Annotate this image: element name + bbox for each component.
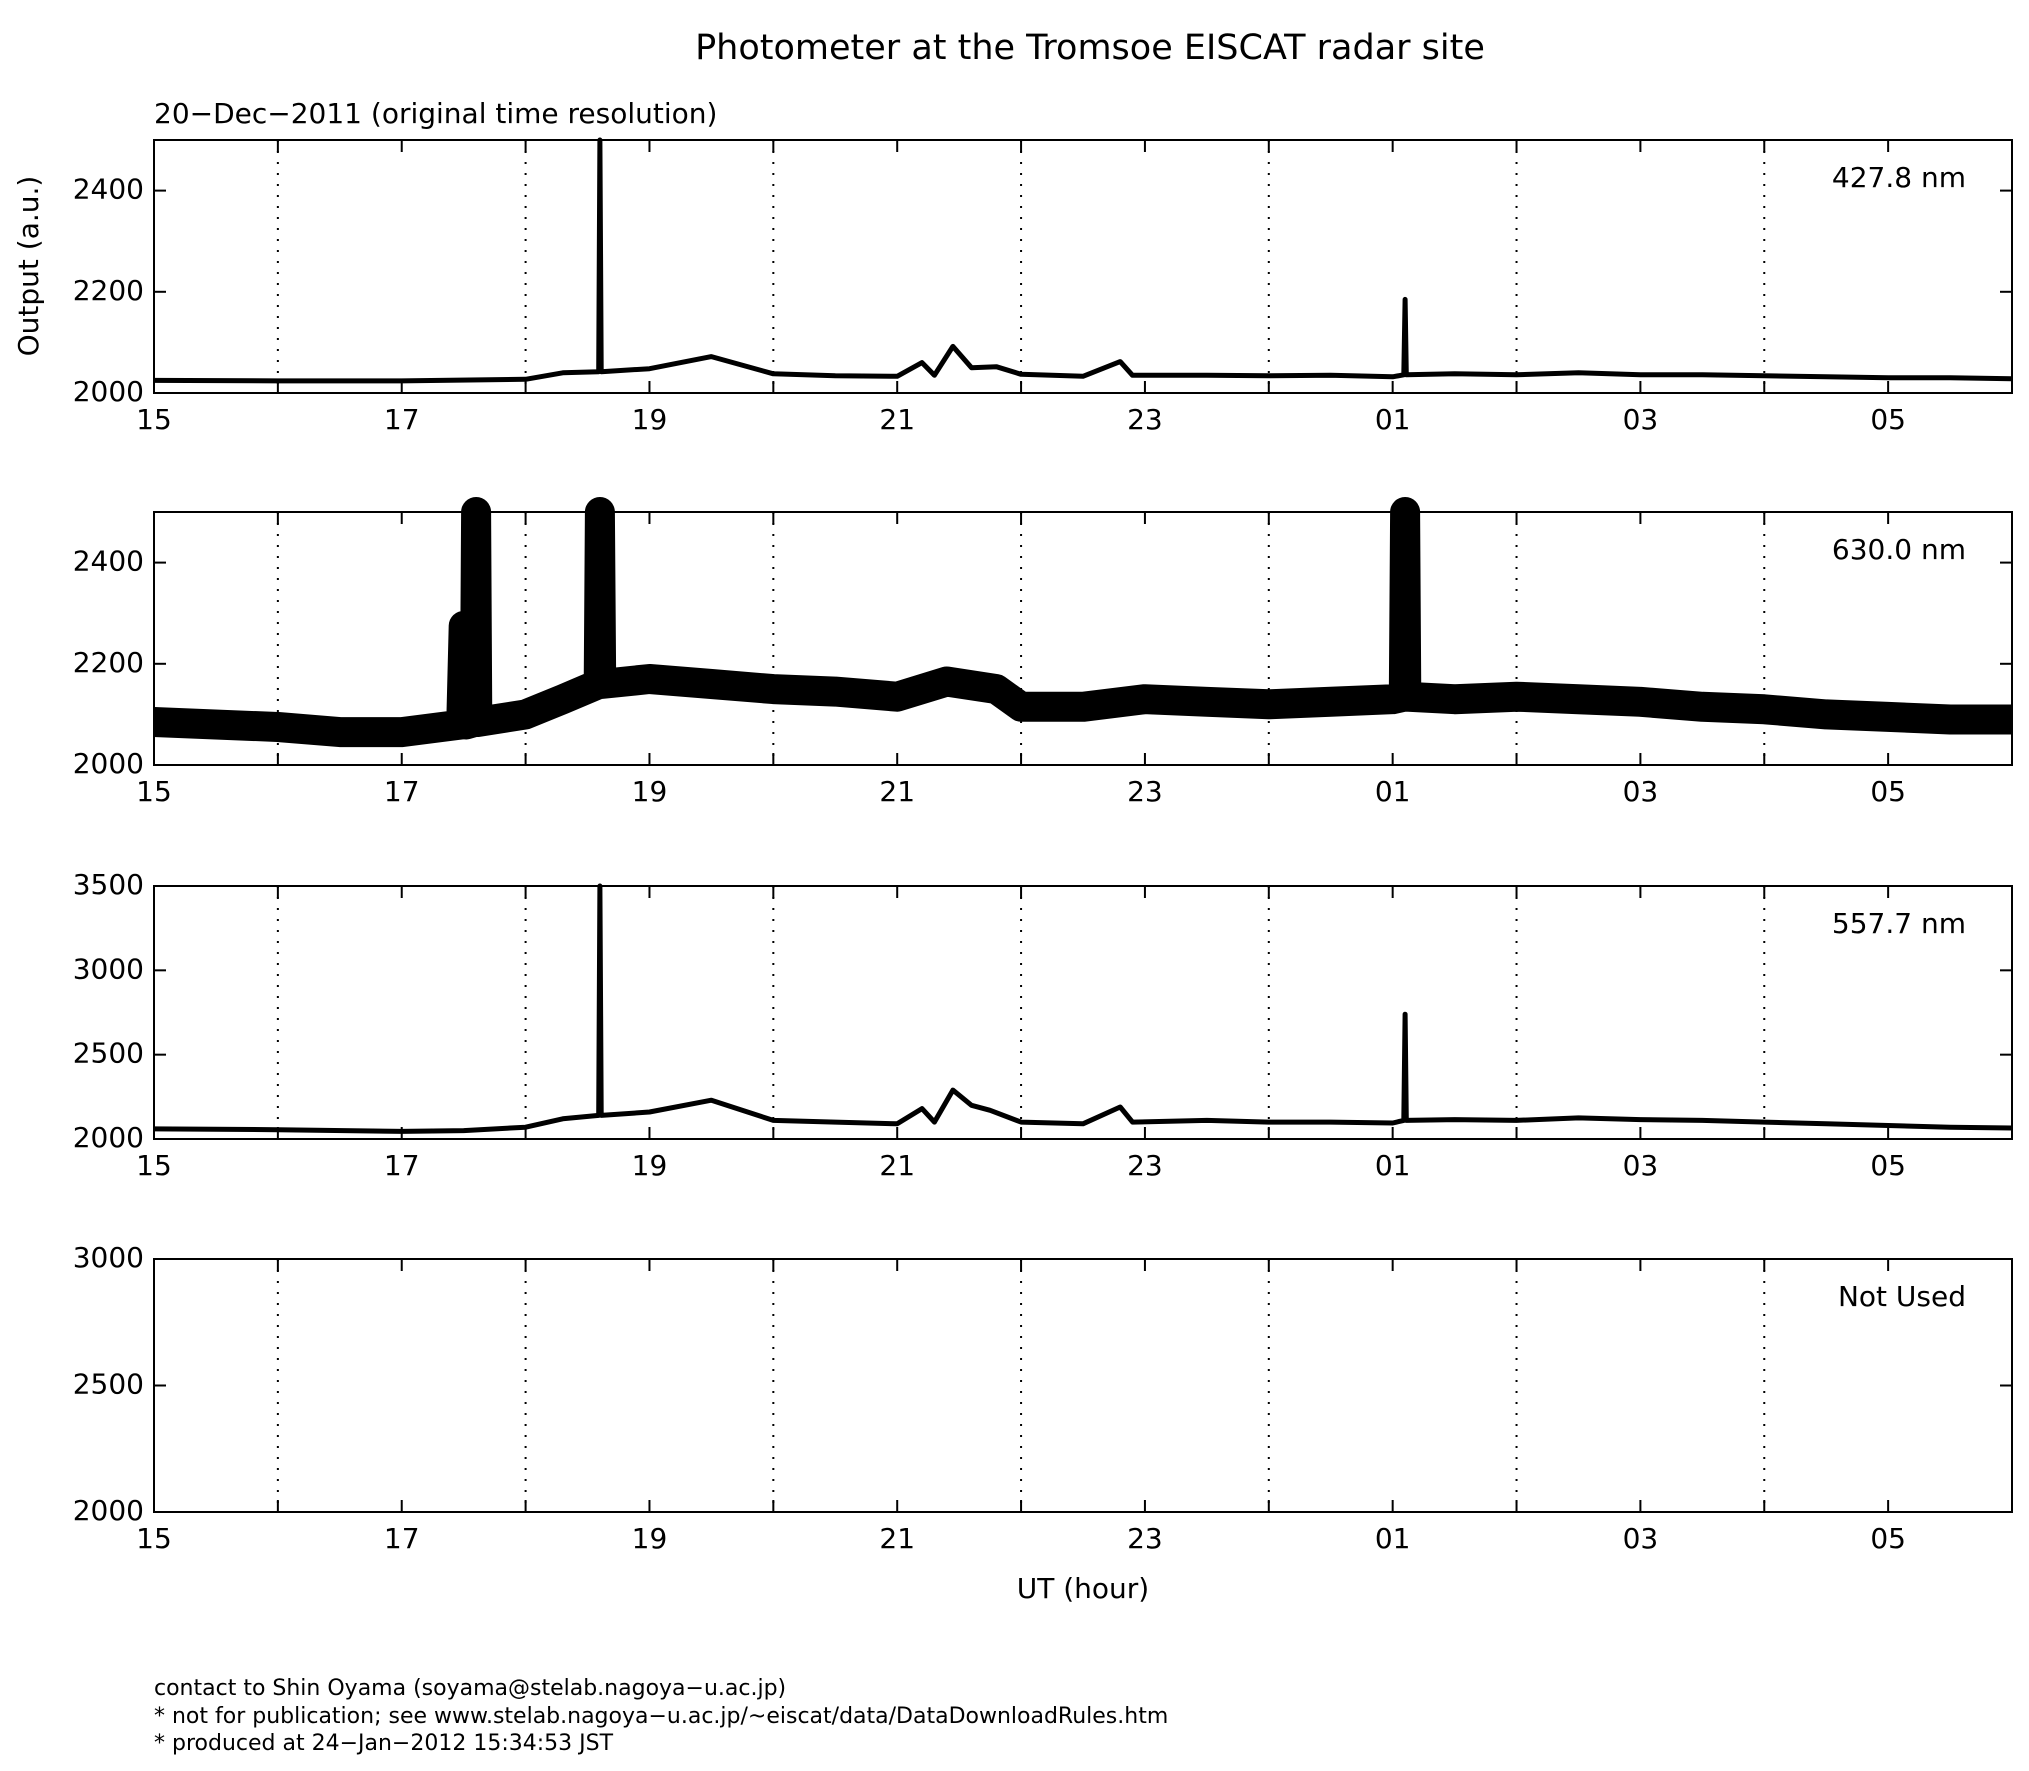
x-tick-label: 01 [1375, 403, 1411, 436]
x-tick-label: 17 [384, 1149, 420, 1182]
x-tick-label: 05 [1870, 403, 1906, 436]
x-tick-label: 05 [1870, 1522, 1906, 1555]
x-tick-label: 19 [632, 775, 668, 808]
y-tick-label: 3500 [73, 868, 144, 901]
x-tick-label: 15 [136, 403, 172, 436]
plot-frame [153, 1258, 2013, 1513]
panel-label: 630.0 nm [1832, 533, 1966, 566]
plot-frame [153, 139, 2013, 394]
x-tick-label: 21 [879, 1149, 915, 1182]
y-tick-label: 3000 [73, 952, 144, 985]
y-axis-label: Output (a.u.) [12, 176, 45, 357]
x-tick-label: 15 [136, 775, 172, 808]
panel-label: 427.8 nm [1832, 161, 1966, 194]
y-tick-label: 2000 [73, 747, 144, 780]
x-tick-label: 19 [632, 1149, 668, 1182]
data-line [153, 497, 2012, 748]
x-tick-label: 15 [136, 1149, 172, 1182]
x-tick-label: 19 [632, 1522, 668, 1555]
x-tick-label: 17 [384, 1522, 420, 1555]
plot-frame [153, 511, 2013, 766]
y-tick-label: 2400 [73, 545, 144, 578]
x-tick-label: 19 [632, 403, 668, 436]
subtitle: 20−Dec−2011 (original time resolution) [154, 97, 717, 130]
x-tick-label: 03 [1623, 403, 1659, 436]
y-tick-label: 2500 [73, 1037, 144, 1070]
x-tick-label: 23 [1127, 403, 1163, 436]
x-tick-label: 01 [1375, 1522, 1411, 1555]
x-tick-label: 21 [879, 403, 915, 436]
plot-frame [153, 885, 2013, 1140]
x-tick-label: 05 [1870, 1149, 1906, 1182]
x-tick-label: 23 [1127, 1522, 1163, 1555]
x-tick-label: 17 [384, 775, 420, 808]
y-tick-label: 2200 [73, 274, 144, 307]
x-tick-label: 21 [879, 1522, 915, 1555]
x-tick-label: 03 [1623, 775, 1659, 808]
y-tick-label: 2000 [73, 1494, 144, 1527]
y-tick-label: 2200 [73, 646, 144, 679]
x-tick-label: 03 [1623, 1522, 1659, 1555]
y-tick-label: 2000 [73, 1121, 144, 1154]
footer-line: * produced at 24−Jan−2012 15:34:53 JST [154, 1731, 614, 1756]
panel-label: Not Used [1838, 1280, 1966, 1313]
figure-title: Photometer at the Tromsoe EISCAT radar s… [695, 28, 1485, 68]
x-tick-label: 21 [879, 775, 915, 808]
y-tick-label: 3000 [73, 1241, 144, 1274]
footer-line: contact to Shin Oyama (soyama@stelab.nag… [154, 1676, 786, 1701]
x-tick-label: 23 [1127, 775, 1163, 808]
y-tick-label: 2400 [73, 173, 144, 206]
x-tick-label: 01 [1375, 1149, 1411, 1182]
x-tick-label: 05 [1870, 775, 1906, 808]
data-line [153, 137, 2013, 384]
x-tick-label: 17 [384, 403, 420, 436]
x-tick-label: 15 [136, 1522, 172, 1555]
y-tick-label: 2500 [73, 1368, 144, 1401]
x-axis-label: UT (hour) [1017, 1572, 1149, 1605]
x-tick-label: 23 [1127, 1149, 1163, 1182]
panel-label: 557.7 nm [1832, 907, 1966, 940]
x-tick-label: 03 [1623, 1149, 1659, 1182]
data-line [153, 883, 2013, 1134]
y-tick-label: 2000 [73, 375, 144, 408]
x-tick-label: 01 [1375, 775, 1411, 808]
footer-line: * not for publication; see www.stelab.na… [154, 1704, 1168, 1729]
